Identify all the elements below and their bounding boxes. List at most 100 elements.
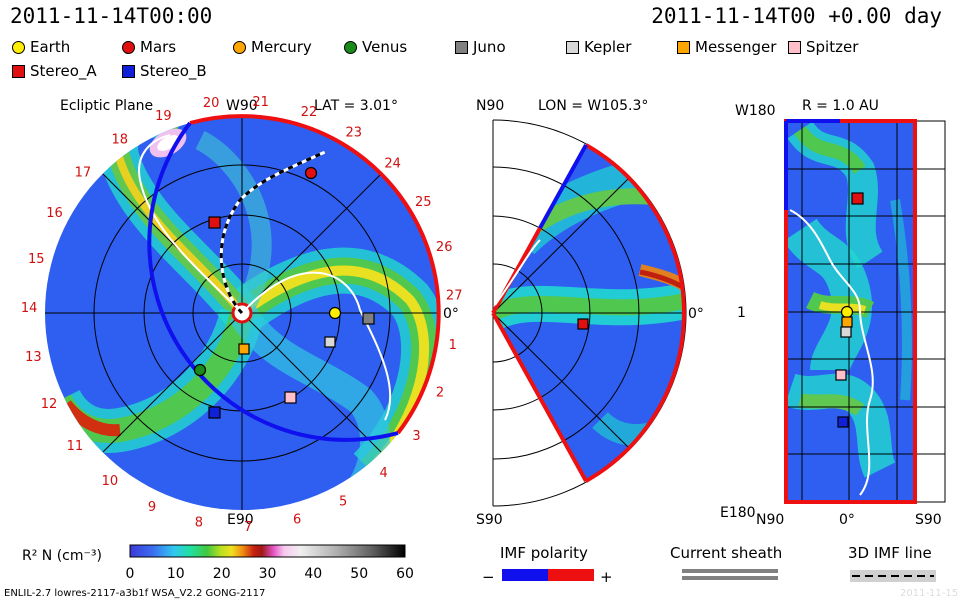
date-title-right: 2011-11-14T00 +0.00 day <box>651 4 942 28</box>
radial-stereo-a-marker <box>851 192 864 205</box>
imf-plus-sign: + <box>600 568 613 586</box>
current-sheath-legend: Current sheath <box>670 544 782 580</box>
current-sheath-label: Current sheath <box>670 544 782 562</box>
radial-border-positive <box>784 119 917 504</box>
ecliptic-border-negative <box>147 121 399 442</box>
clock-label: 14 <box>21 301 38 316</box>
meridional-top-label: N90 <box>476 98 504 114</box>
legend-label: Juno <box>473 38 506 56</box>
meridional-lon-label: LON = W105.3° <box>538 98 648 114</box>
colorbar-tick-label: 20 <box>213 566 231 582</box>
radial-title: R = 1.0 AU <box>802 98 879 114</box>
imf-polarity-legend: IMF polarity − + <box>482 544 613 586</box>
radial-bottom-zero: 0° <box>839 512 855 528</box>
legend-item-stereo_b: Stereo_B <box>122 62 207 80</box>
colorbar-tick-label: 40 <box>304 566 322 582</box>
clock-label: 26 <box>436 240 453 255</box>
radial-bottom-s90: S90 <box>915 512 942 528</box>
colorbar-ticks: 0 10 20 30 40 50 60 <box>126 566 414 582</box>
legend-symbol-messenger <box>677 40 690 54</box>
meridional-right-label: 0° <box>688 306 704 322</box>
spitzer-marker <box>284 391 297 404</box>
clock-label: 1 <box>449 338 457 353</box>
legend-label: Spitzer <box>806 38 859 56</box>
clock-label: 9 <box>148 500 156 515</box>
legend-label: Mercury <box>251 38 312 56</box>
legend-label: Mars <box>140 38 177 56</box>
ecliptic-right-label: 0° <box>443 306 459 322</box>
legend-symbol-kepler <box>566 40 579 54</box>
legend-symbol-stereo_a <box>12 64 25 78</box>
ecliptic-top-label: W90 <box>226 98 258 114</box>
legend-label: Earth <box>30 38 71 56</box>
clock-label: 12 <box>41 397 58 412</box>
legend-symbol-spitzer <box>788 40 801 54</box>
clock-label: 10 <box>102 474 119 489</box>
colorbar-tick-label: 0 <box>126 566 135 582</box>
legend-symbol-venus <box>344 40 357 54</box>
imf-minus-sign: − <box>482 568 495 586</box>
meridional-border-positive <box>585 143 686 483</box>
imf-polarity-label: IMF polarity <box>500 544 588 562</box>
radial-panel: R = 1.0 AU W180 1 E180 N90 0° S90 <box>720 98 946 528</box>
clock-label: 23 <box>346 126 363 141</box>
clock-label: 6 <box>293 513 301 528</box>
radial-messenger-marker <box>841 316 853 328</box>
legend-item-messenger: Messenger <box>677 38 776 56</box>
ecliptic-panel: Ecliptic Plane W90 LAT = 3.01° E90 0° 19… <box>21 95 463 535</box>
legend-label: Stereo_A <box>30 62 97 80</box>
clock-label: 13 <box>25 350 42 365</box>
current-sheath-line-2 <box>138 134 243 314</box>
date-title-left: 2011-11-14T00:00 <box>10 4 213 28</box>
legend-label: Venus <box>362 38 408 56</box>
earth-marker <box>328 306 342 320</box>
clock-label: 25 <box>415 195 432 210</box>
colorbar: R² N (cm⁻³) 0 10 20 30 40 50 60 <box>22 544 414 582</box>
stereo-b-marker <box>208 406 221 419</box>
clock-label: 11 <box>67 439 84 454</box>
radial-kepler-marker <box>840 326 852 338</box>
legend-symbol-mercury <box>233 40 246 54</box>
legend-symbol-stereo_b <box>122 64 135 78</box>
ecliptic-title: Ecliptic Plane <box>60 98 153 114</box>
juno-marker <box>362 312 375 325</box>
clock-label: 3 <box>412 429 420 444</box>
colorbar-tick-label: 60 <box>396 566 414 582</box>
clock-label: 15 <box>28 252 45 267</box>
clock-label: 4 <box>379 466 387 481</box>
colorbar-gradient <box>129 544 406 558</box>
clock-label: 16 <box>46 206 63 221</box>
legend-symbol-juno <box>455 40 468 54</box>
radial-density <box>786 121 912 478</box>
legend-item-earth: Earth <box>12 38 70 56</box>
meridional-border-negative <box>538 144 588 229</box>
radial-bottom-n90: N90 <box>756 512 784 528</box>
mercury-marker <box>238 343 250 355</box>
meridional-panel: N90 LON = W105.3° S90 0° <box>476 98 704 528</box>
colorbar-label: R² N (cm⁻³) <box>22 548 102 564</box>
colorbar-tick-label: 30 <box>259 566 277 582</box>
imf-negative-swatch <box>502 569 548 581</box>
meridional-stereo-a-marker <box>577 318 589 330</box>
clock-label: 27 <box>446 288 463 303</box>
legend-label: Stereo_B <box>140 62 207 80</box>
imf-line-dashed <box>219 150 326 315</box>
legend-item-stereo_a: Stereo_A <box>12 62 97 80</box>
stereo-a-marker <box>208 216 221 229</box>
radial-bottom-left: E180 <box>720 505 756 521</box>
radial-stereo-b-marker <box>837 416 849 428</box>
legend-item-venus: Venus <box>344 38 407 56</box>
ecliptic-border-positive <box>189 114 441 435</box>
legend-item-juno: Juno <box>455 38 506 56</box>
clock-label: 17 <box>75 165 92 180</box>
radial-spitzer-marker <box>835 369 847 381</box>
clock-label: 22 <box>301 105 318 120</box>
clock-label: 5 <box>339 495 347 510</box>
clock-label: 8 <box>195 516 203 531</box>
clock-label: 7 <box>244 520 252 535</box>
radial-earth-marker <box>840 305 854 319</box>
imf-line-legend: 3D IMF line <box>848 544 936 582</box>
legend-symbol-mars <box>122 40 135 54</box>
legend-item-kepler: Kepler <box>566 38 631 56</box>
